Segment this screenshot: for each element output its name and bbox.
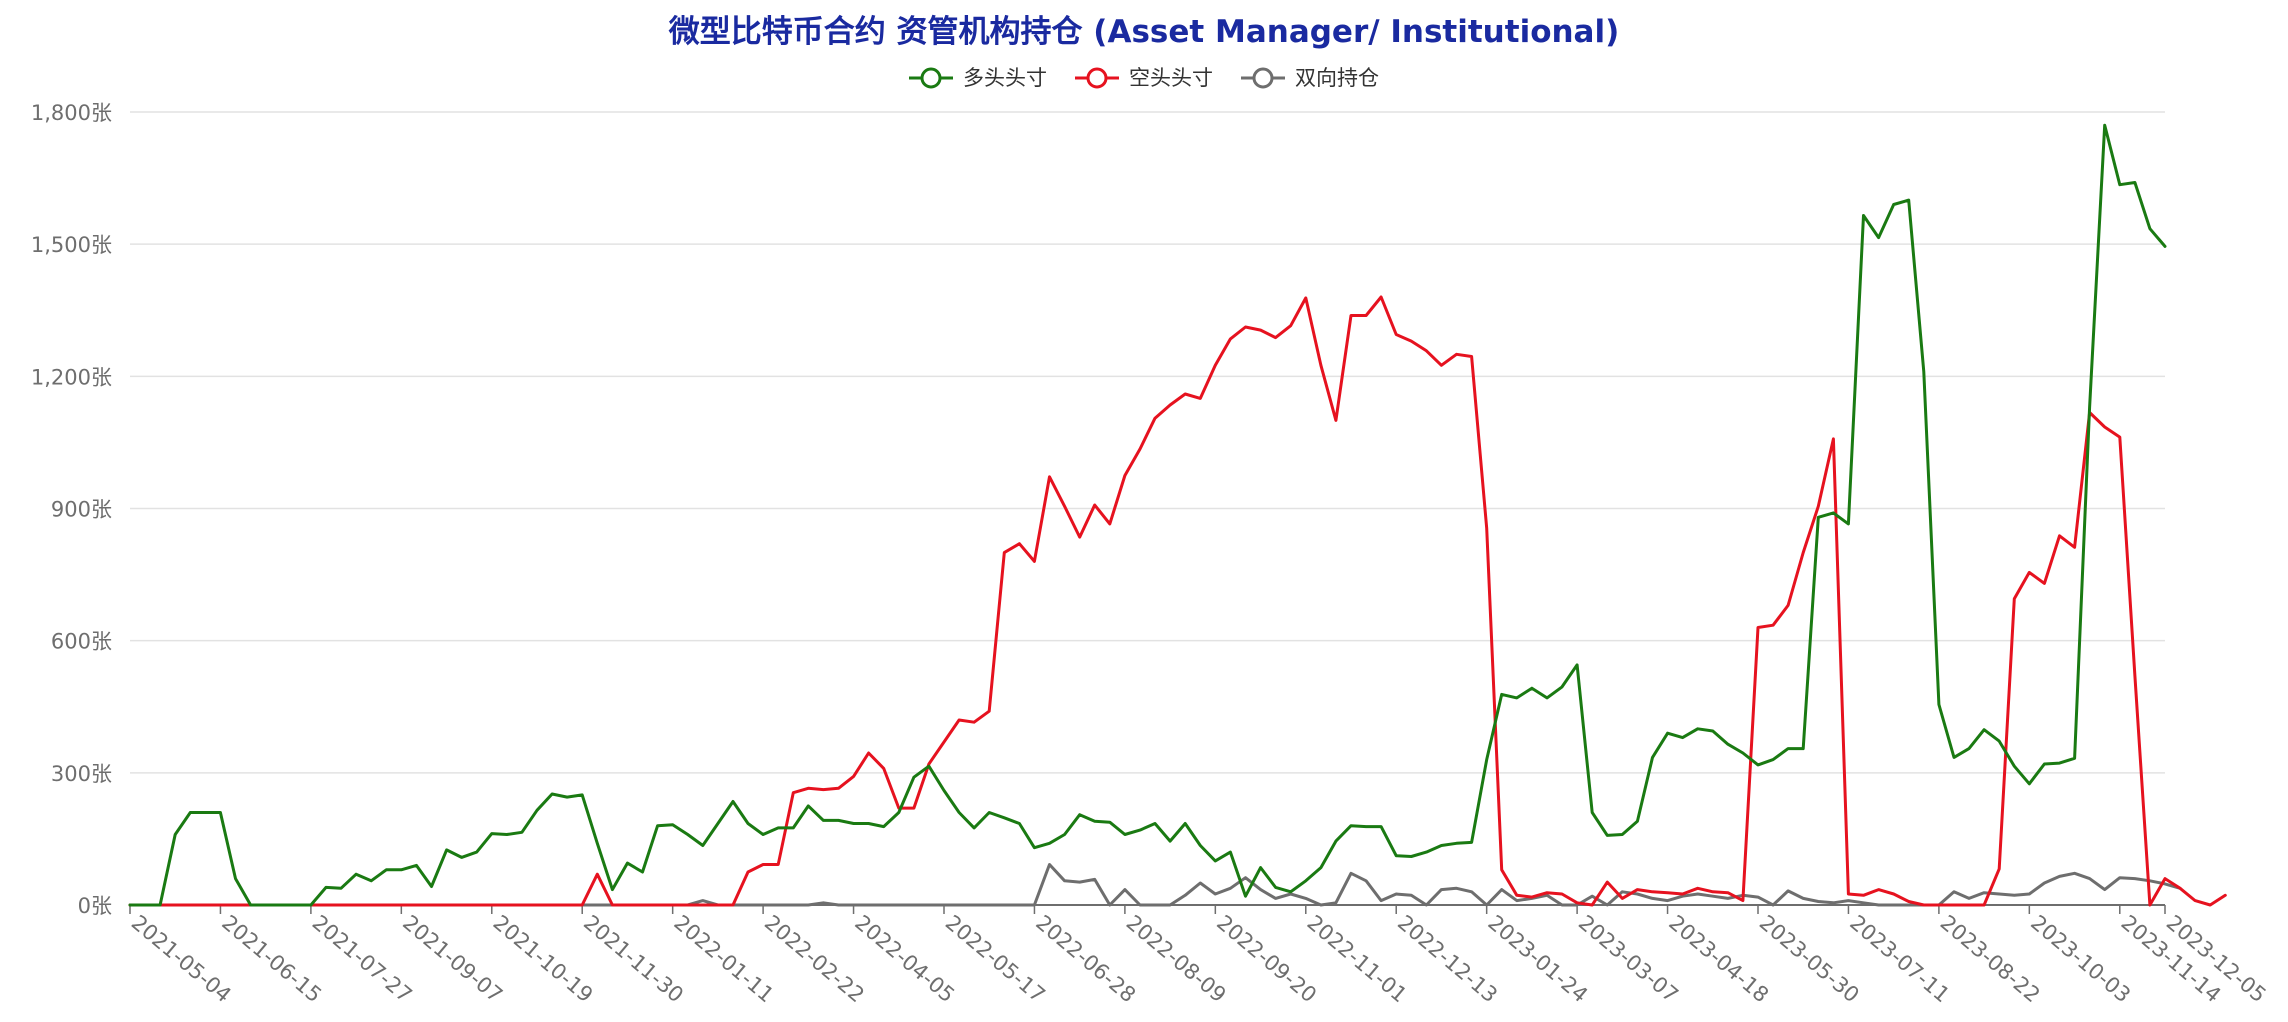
- y-tick-label: 900张: [51, 498, 112, 522]
- legend-label: 双向持仓: [1295, 66, 1379, 90]
- grid-lines: [130, 111, 2165, 774]
- legend-marker-icon: [1086, 67, 1108, 89]
- chart-title: 微型比特币合约 资管机构持仓 (Asset Manager/ Instituti…: [668, 14, 1620, 50]
- legend-marker-icon: [1252, 67, 1274, 89]
- y-tick-label: 600张: [51, 630, 112, 654]
- y-tick-label: 1,800张: [31, 101, 112, 125]
- series-line: [128, 295, 2227, 907]
- legend-item[interactable]: 双向持仓: [1241, 66, 1379, 90]
- y-tick-label: 0张: [78, 894, 112, 918]
- legend-item[interactable]: 空头头寸: [1075, 66, 1213, 90]
- y-axis: 0张 300张 600张 900张 1,200张 1,500张 1,800张: [31, 101, 112, 918]
- y-tick-label: 300张: [51, 762, 112, 786]
- x-axis: 2021-05-042021-06-152021-07-272021-09-07…: [127, 904, 2271, 1007]
- series-lines: [128, 123, 2227, 907]
- series-line: [128, 123, 2167, 907]
- legend[interactable]: 多头头寸 空头头寸 双向持仓: [909, 66, 1379, 90]
- legend-item[interactable]: 多头头寸: [909, 66, 1047, 90]
- legend-label: 空头头寸: [1129, 66, 1213, 90]
- y-tick-label: 1,200张: [31, 365, 112, 389]
- legend-label: 多头头寸: [963, 66, 1047, 90]
- y-tick-label: 1,500张: [31, 233, 112, 257]
- legend-marker-icon: [920, 67, 942, 89]
